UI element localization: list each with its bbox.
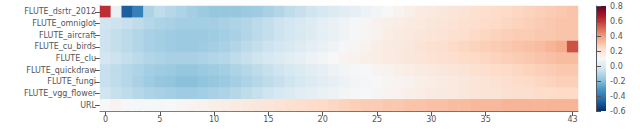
svg-text:30: 30 bbox=[426, 115, 436, 124]
svg-text:-0.4: -0.4 bbox=[610, 92, 626, 101]
svg-text:FLUTE_dsrtr_2012: FLUTE_dsrtr_2012 bbox=[24, 7, 96, 16]
svg-text:0.2: 0.2 bbox=[610, 47, 623, 56]
svg-text:35: 35 bbox=[481, 115, 491, 124]
svg-text:FLUTE_aircraft: FLUTE_aircraft bbox=[39, 31, 96, 40]
svg-text:20: 20 bbox=[318, 115, 328, 124]
svg-text:-0.2: -0.2 bbox=[610, 77, 626, 86]
svg-text:43: 43 bbox=[567, 115, 577, 124]
svg-text:0.4: 0.4 bbox=[610, 32, 623, 41]
svg-text:-0.6: -0.6 bbox=[610, 107, 626, 116]
svg-text:FLUTE_clu: FLUTE_clu bbox=[56, 54, 96, 63]
svg-text:25: 25 bbox=[372, 115, 382, 124]
svg-text:15: 15 bbox=[263, 115, 273, 124]
svg-text:0.0: 0.0 bbox=[610, 62, 623, 71]
svg-text:FLUTE_vgg_flower: FLUTE_vgg_flower bbox=[24, 89, 97, 98]
svg-text:0: 0 bbox=[103, 115, 108, 124]
svg-text:0.8: 0.8 bbox=[610, 2, 623, 11]
svg-text:10: 10 bbox=[209, 115, 219, 124]
svg-text:FLUTE_cu_birds: FLUTE_cu_birds bbox=[34, 42, 96, 51]
svg-text:0.6: 0.6 bbox=[610, 17, 623, 26]
svg-text:FLUTE_omniglot: FLUTE_omniglot bbox=[32, 19, 96, 28]
svg-text:5: 5 bbox=[157, 115, 162, 124]
svg-text:FLUTE_quickdraw: FLUTE_quickdraw bbox=[26, 66, 96, 75]
svg-text:URL: URL bbox=[80, 101, 96, 110]
svg-text:FLUTE_fungi: FLUTE_fungi bbox=[47, 77, 96, 86]
